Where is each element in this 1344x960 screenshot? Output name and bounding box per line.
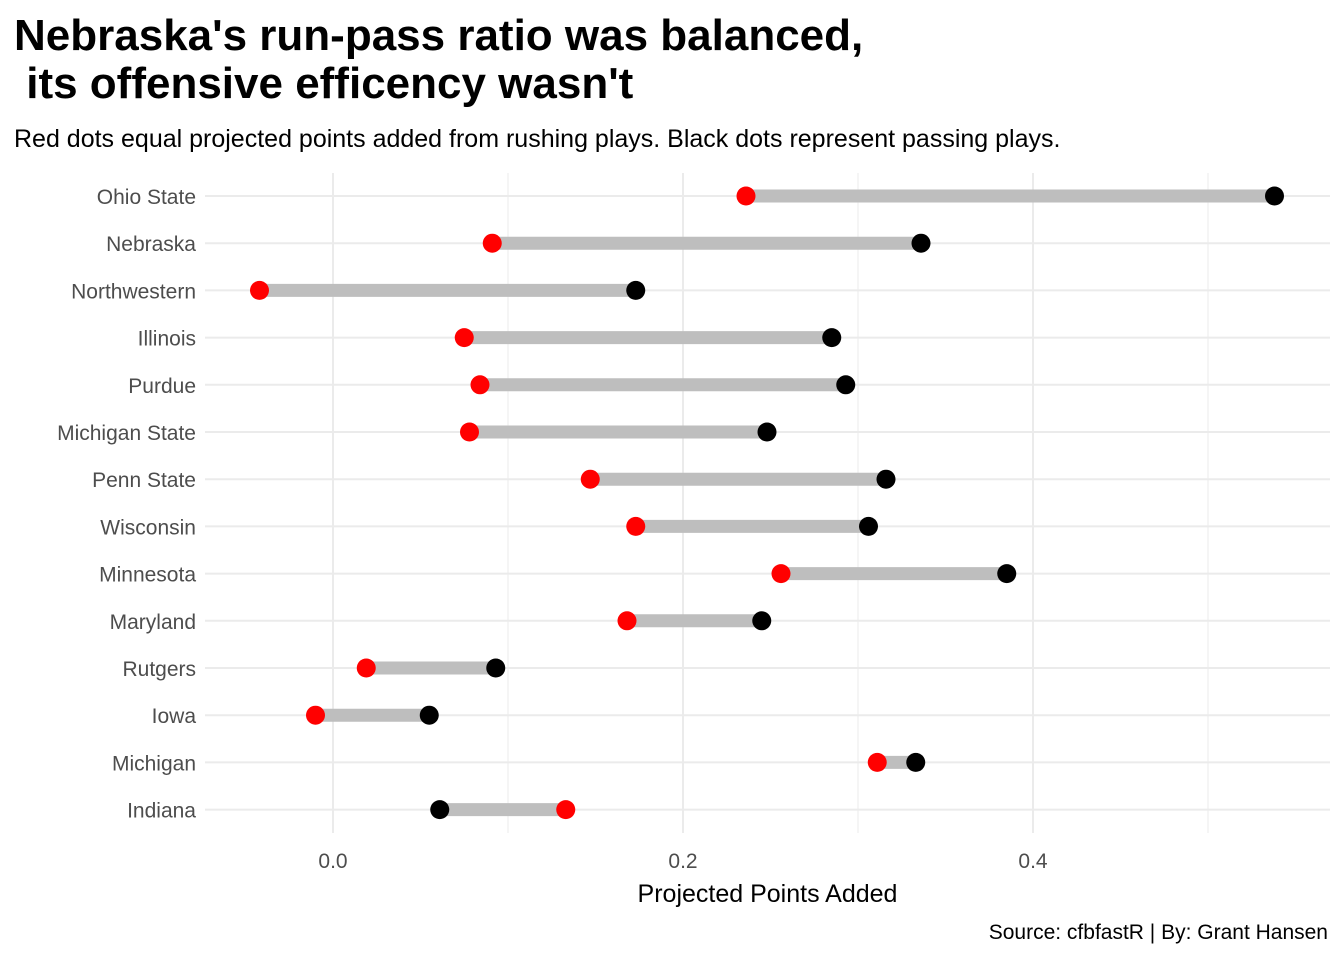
pass-point xyxy=(419,705,439,725)
pass-point xyxy=(997,564,1017,584)
y-tick-label: Wisconsin xyxy=(100,516,196,539)
grid-lines xyxy=(205,173,1330,833)
pass-point xyxy=(836,375,856,395)
x-tick-label: 0.0 xyxy=(318,850,347,873)
chart-subtitle: Red dots equal projected points added fr… xyxy=(14,125,1061,153)
y-tick-label: Michigan State xyxy=(57,422,196,445)
pass-point xyxy=(822,328,842,348)
pass-point xyxy=(430,800,450,820)
rush-point xyxy=(460,422,479,442)
pass-point xyxy=(911,233,931,253)
data-points xyxy=(250,186,1284,820)
rush-point xyxy=(306,705,325,725)
rush-point xyxy=(626,516,646,536)
pass-point xyxy=(752,611,772,631)
rush-point xyxy=(617,611,637,631)
y-tick-label: Iowa xyxy=(152,705,197,728)
y-tick-label: Ohio State xyxy=(97,186,196,209)
y-tick-label: Indiana xyxy=(127,800,196,823)
pass-point xyxy=(876,469,896,489)
x-tick-label: 0.4 xyxy=(1018,850,1048,873)
y-tick-label: Maryland xyxy=(110,611,196,634)
y-tick-label: Penn State xyxy=(92,469,196,492)
y-tick-label: Illinois xyxy=(138,328,196,351)
rush-point xyxy=(580,469,600,489)
pass-point xyxy=(1265,186,1284,206)
rush-point xyxy=(356,658,376,678)
rush-point xyxy=(771,564,791,584)
x-tick-label: 0.2 xyxy=(668,850,697,873)
rush-point xyxy=(556,800,576,820)
x-axis-tick-labels: 0.0 0.2 0.4 xyxy=(318,850,1048,873)
y-tick-label: Northwestern xyxy=(71,280,196,303)
y-axis-tick-labels: Ohio State Nebraska Northwestern Illinois Pu… xyxy=(57,186,196,823)
rush-point xyxy=(250,280,269,300)
y-tick-label: Rutgers xyxy=(122,658,196,681)
rush-point xyxy=(867,752,887,772)
pass-point xyxy=(757,422,777,442)
y-tick-label: Minnesota xyxy=(99,564,196,587)
chart-title: Nebraska's run-pass ratio was balanced, … xyxy=(14,11,864,108)
pass-point xyxy=(486,658,506,678)
rush-point xyxy=(470,375,490,395)
y-tick-label: Nebraska xyxy=(106,233,196,256)
rush-point xyxy=(454,328,474,348)
y-tick-label: Michigan xyxy=(112,752,196,775)
x-axis-label: Projected Points Added xyxy=(638,880,898,908)
rush-point xyxy=(482,233,502,253)
pass-point xyxy=(626,280,646,300)
pass-point xyxy=(859,516,878,536)
dumbbell-segments xyxy=(259,189,1275,817)
pass-point xyxy=(906,752,926,772)
y-tick-label: Purdue xyxy=(128,375,196,398)
chart-caption: Source: cfbfastR | By: Grant Hansen xyxy=(988,921,1328,944)
rush-point xyxy=(736,186,756,206)
